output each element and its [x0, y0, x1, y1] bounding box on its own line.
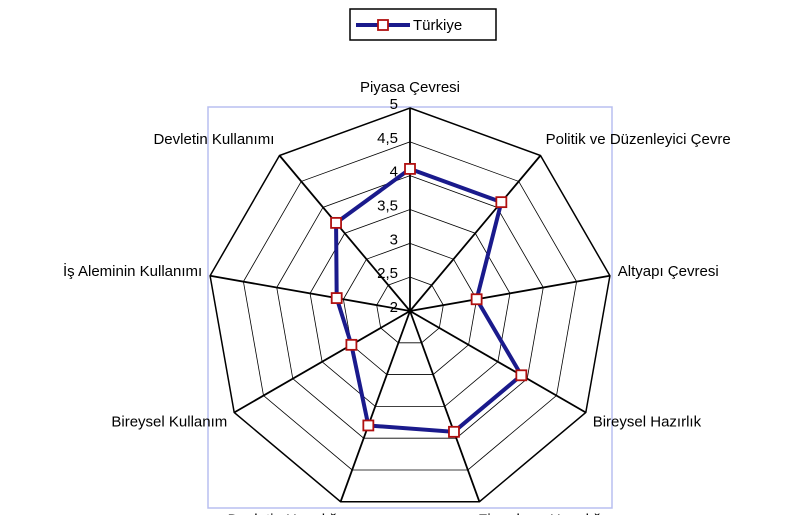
grid-line	[309, 209, 511, 407]
axis-spoke	[409, 154, 542, 312]
grid-line	[209, 107, 611, 503]
axis-spoke	[339, 310, 411, 503]
plot-area	[207, 106, 613, 509]
marker	[404, 162, 416, 175]
r-tick-label: 4,5	[377, 130, 398, 147]
axis-spoke	[233, 310, 411, 414]
grid-line	[242, 141, 578, 471]
category-label: Devletin Hazırlığı	[228, 512, 342, 515]
grid-line	[376, 276, 444, 344]
r-tick-label: 3	[390, 231, 398, 248]
legend-marker	[377, 19, 389, 31]
category-label: Politik ve Düzenleyici Çevre	[546, 131, 731, 148]
axis-spoke	[278, 154, 411, 312]
marker	[362, 419, 375, 432]
marker	[330, 216, 342, 229]
r-tick-label: 2,5	[377, 265, 398, 282]
marker	[448, 425, 460, 438]
r-tick-label: 5	[390, 96, 398, 113]
r-tick-label: 4	[390, 164, 398, 181]
category-label: Piyasa Çevresi	[360, 79, 460, 96]
marker	[495, 196, 508, 209]
series-line	[334, 166, 524, 434]
category-label: İş Aleminin Kullanımı	[63, 262, 202, 280]
axis-spoke	[209, 274, 411, 312]
axis-spoke	[409, 310, 481, 503]
category-label: Altyapı Çevresi	[618, 263, 719, 280]
category-label: Bireysel Hazırlık	[593, 413, 702, 430]
marker	[515, 369, 528, 382]
marker	[345, 338, 358, 351]
marker	[330, 292, 343, 304]
grid-line	[342, 242, 478, 375]
r-tick-label: 2	[390, 299, 398, 316]
grid-line	[276, 175, 544, 439]
marker	[470, 293, 483, 306]
legend-label: Türkiye	[413, 17, 462, 34]
axis-spoke	[409, 310, 587, 414]
category-label: Devletin Kullanımı	[153, 131, 274, 148]
category-label: Bireysel Kullanım	[111, 413, 227, 430]
category-label: Firmaların Hazırlığı	[478, 512, 606, 515]
axis-spoke	[409, 274, 611, 312]
r-tick-label: 3,5	[377, 197, 398, 214]
